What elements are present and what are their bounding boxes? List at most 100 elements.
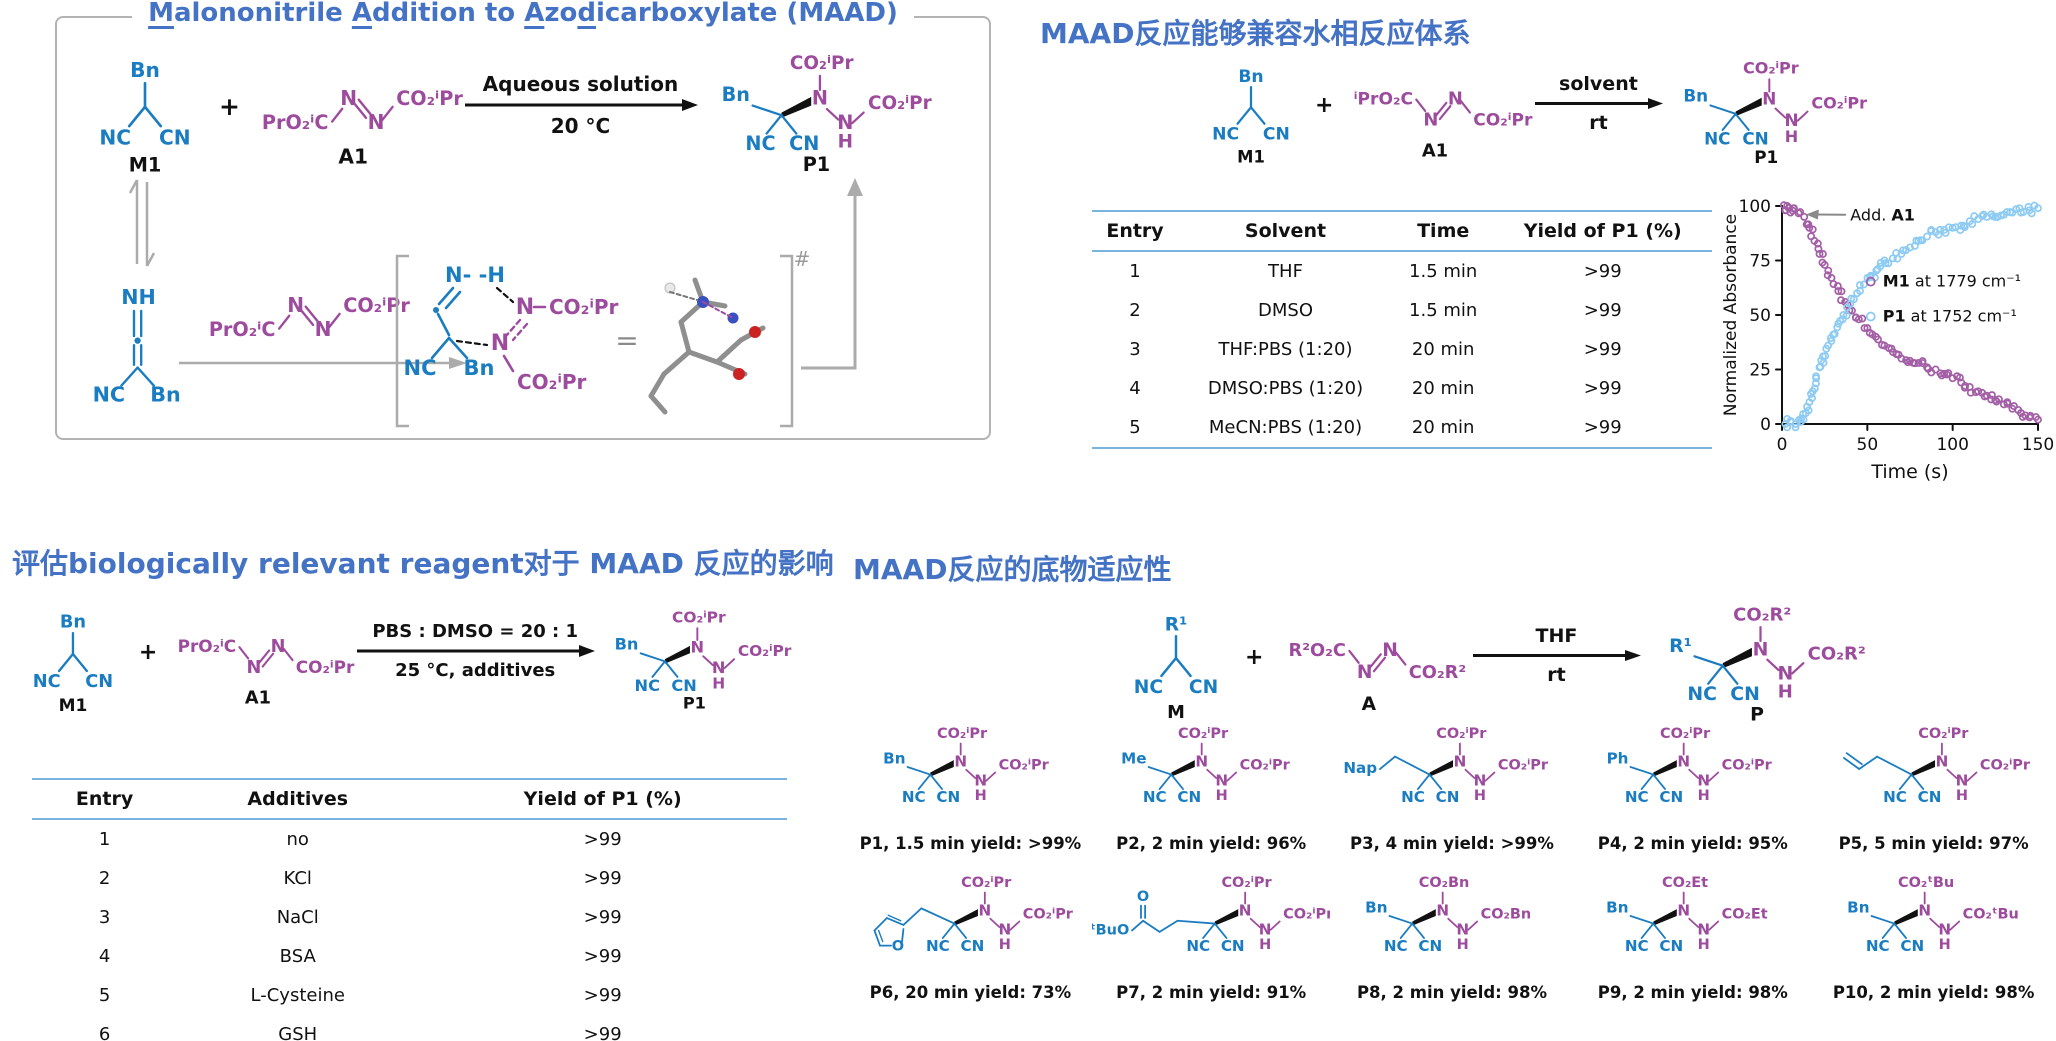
atom-label: CO₂ⁱPr <box>1979 758 2030 774</box>
atom-label: CN <box>1731 684 1761 705</box>
bond <box>765 114 783 135</box>
atom-label: N <box>1697 921 1710 939</box>
table-row: 2 KCl >99 <box>32 859 787 898</box>
atom-label: N <box>287 293 304 317</box>
data-point <box>1918 359 1927 368</box>
table-row: 2 DMSO 1.5 min >99 <box>1092 291 1712 330</box>
data-point <box>1874 335 1882 344</box>
table-row: 5 MeCN:PBS (1:20) 20 min >99 <box>1092 408 1712 448</box>
atom-label: CO₂Bn <box>1481 907 1532 923</box>
bond <box>495 286 515 304</box>
additives-table: Entry Additives Yield of P1 (%) 1 no >99 2 KCl >… <box>32 778 787 1041</box>
data-point <box>1854 315 1863 324</box>
title-segment: d <box>577 0 596 28</box>
data-point <box>2027 209 2036 218</box>
atom-label: NC <box>745 132 775 155</box>
bond <box>1845 752 1863 766</box>
bond <box>1870 915 1895 925</box>
a1-structure: PrO₂ⁱC NN CO₂ⁱPr A1 <box>178 636 355 709</box>
tick-label: 25 <box>1749 361 1771 381</box>
bond <box>1464 768 1476 779</box>
bond <box>304 305 319 323</box>
bond <box>1447 917 1459 928</box>
bond <box>1394 755 1431 776</box>
atom-label: N <box>1216 772 1229 790</box>
data-point <box>1833 282 1842 291</box>
product-cell-P7: ᵗBuO O NC CN N CO₂ⁱPr N H CO₂ⁱPr P7, 2 min yield:… <box>1091 875 1332 1002</box>
bond <box>1629 915 1655 925</box>
bond <box>1131 919 1145 932</box>
tick-label: 150 <box>2022 435 2054 455</box>
bond <box>127 105 147 128</box>
table-cell: 5 <box>98 985 111 1006</box>
wedge-bond <box>1723 647 1753 669</box>
bond <box>1797 110 1810 122</box>
atom-label: N <box>1456 921 1469 939</box>
atom-label: R¹ <box>1670 636 1693 657</box>
bond <box>136 366 155 387</box>
data-point <box>1860 324 1869 332</box>
data-point <box>1813 239 1822 248</box>
plus-sign: + <box>1315 92 1334 118</box>
product-cell-P4: Ph NC CN N CO₂ⁱPr N H CO₂ⁱPr P4, 2 min yield: 95… <box>1572 726 1813 853</box>
panel-title-maad: Malononitrile Addition to Azodicarboxyla… <box>132 0 914 28</box>
data-point <box>2003 399 2012 408</box>
bond <box>942 922 956 939</box>
compound-label: P1 <box>803 153 830 176</box>
table-cell: >99 <box>1583 417 1622 438</box>
bond <box>1142 919 1161 933</box>
bond <box>920 907 956 925</box>
table-cell: 4 <box>1129 378 1141 399</box>
reaction-arrow: Aqueous solution 20 °C <box>463 72 698 138</box>
data-point <box>1804 220 1813 229</box>
atom-label: N <box>955 752 968 770</box>
bond <box>1236 105 1253 125</box>
atom-label: CO₂ⁱPr <box>738 642 792 660</box>
product-caption: P8, 2 min yield: 98% <box>1356 983 1548 1002</box>
product-caption: P10, 2 min yield: 98% <box>1832 983 2035 1002</box>
atom-label: N <box>1259 921 1272 939</box>
bond <box>669 291 698 301</box>
table-header-row: Entry Solvent Time Yield of P1 (%) <box>1092 211 1712 252</box>
wedge-bond <box>930 760 955 777</box>
atom-label: NC <box>1883 788 1907 806</box>
table-cell: 2 <box>98 868 111 889</box>
bracket-right <box>780 254 794 428</box>
atom-label: NC <box>1143 788 1167 806</box>
atom-label: Bn <box>60 613 86 633</box>
tick-label: 0 <box>1777 435 1788 455</box>
atom-label: NC <box>1401 788 1425 806</box>
table-cell: >99 <box>1583 339 1622 360</box>
data-point <box>1893 254 1902 263</box>
bond <box>1373 656 1387 673</box>
data-point <box>1783 423 1792 432</box>
bond <box>714 337 744 365</box>
bond <box>1842 757 1860 770</box>
atom-label: NC <box>1625 788 1649 806</box>
m1-structure: Bn NC CN M1 <box>99 58 190 177</box>
table-cell: >99 <box>583 946 622 967</box>
table-cell: 4 <box>98 946 111 967</box>
atom-label: H <box>712 675 725 693</box>
atom-label: CO₂R² <box>1409 662 1466 683</box>
product-cell-P3: Nap NC CN N CO₂ⁱPr N H CO₂ⁱPr P3, 4 min yield: >… <box>1332 726 1573 853</box>
title-segment: M <box>148 0 174 28</box>
atom-label: CN <box>961 937 985 955</box>
table-cell: NaCl <box>276 907 319 928</box>
condition-bottom: 20 °C <box>550 113 611 138</box>
atom-label: H <box>1474 788 1486 804</box>
bond <box>357 97 372 115</box>
plus-sign: + <box>1245 644 1264 670</box>
oxygen-ball <box>749 326 761 338</box>
bond <box>1348 649 1361 664</box>
lone-pair-dot <box>433 307 439 313</box>
atom-label: N <box>1436 901 1449 919</box>
atom-label: N <box>1763 89 1777 109</box>
table-cell: >99 <box>583 1024 622 1041</box>
atom-label: H <box>1216 788 1228 804</box>
product-caption: P9, 2 min yield: 98% <box>1597 983 1788 1002</box>
atom-label: N <box>1357 662 1373 683</box>
bond <box>825 107 840 121</box>
